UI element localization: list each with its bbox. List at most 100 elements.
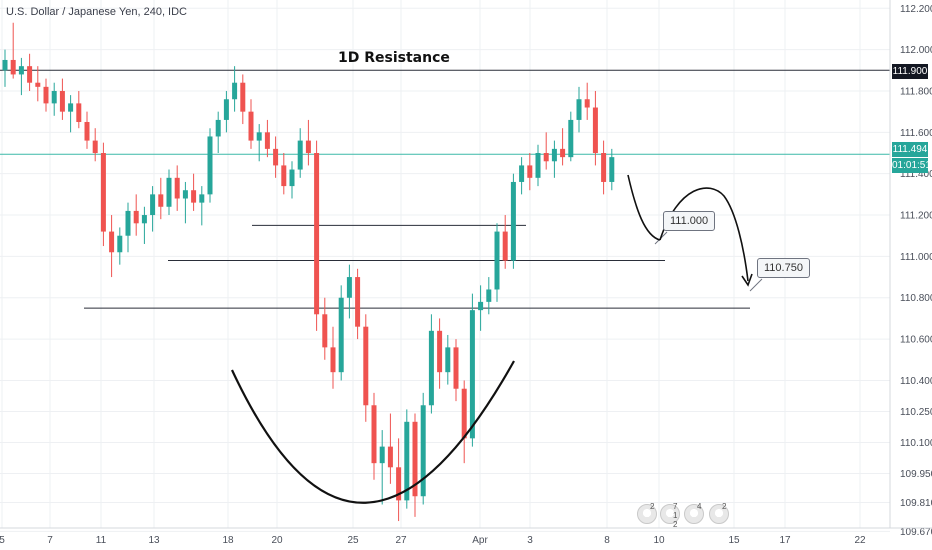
candle [158,177,164,220]
event-flag-icon[interactable]: 2 [709,502,729,524]
candle-body [469,310,475,439]
candle-body [10,59,16,75]
candle-body [592,107,598,154]
candle [584,82,590,120]
candle [240,74,246,125]
event-flag-icon[interactable]: 4 [684,502,704,524]
price-axis[interactable]: 112.200 112.000 111.800 111.600 111.400 111.2… [889,0,932,538]
candle-body [445,347,451,373]
y-tick-label: 110.400 [900,376,932,387]
candle [133,194,139,236]
event-count: 7 1 2 [673,502,678,529]
candle-body [396,467,402,501]
horizontal-levels [0,69,890,309]
candle [355,268,361,340]
candle-body [232,82,238,100]
x-tick-label: 18 [222,535,234,546]
candle [601,140,607,195]
x-tick-label: 20 [271,535,283,546]
projection-down-curve[interactable] [627,174,661,241]
candle [84,111,90,149]
x-tick-label: Apr [472,535,488,546]
candle [469,293,475,447]
candle [174,165,180,211]
candle [76,90,82,129]
candle-body [527,165,533,178]
candle-body [240,82,246,112]
target-callout-2[interactable]: 110.750 [757,258,810,278]
candle [338,285,344,381]
candle [2,49,8,87]
y-tick-label: 111.400 [900,169,932,180]
candle-body [502,231,508,261]
candle-body [18,66,24,75]
candle-body [560,148,566,158]
candle-body [256,132,262,141]
symbol-title: U.S. Dollar / Japanese Yen, 240, IDC [6,6,187,18]
candle [396,438,402,522]
candle [609,148,615,191]
candle [199,186,205,226]
candle [289,161,295,199]
projection-arrowhead [741,273,753,287]
candle [51,82,57,116]
candle [543,132,549,170]
candle-body [494,231,500,290]
event-count: 2 [650,502,655,511]
candle-body [379,446,385,464]
candle [109,215,115,278]
candle-body [453,347,459,389]
candle [527,153,533,191]
candle [35,66,41,102]
event-flag-icon[interactable]: 7 1 2 [660,502,680,529]
candle-body [68,103,74,112]
x-tick-label: 17 [779,535,791,546]
candle [346,264,352,319]
candle-body [551,148,557,162]
candle-body [133,210,139,224]
x-tick-label: 22 [854,535,866,546]
candle [166,169,172,216]
candle-body [125,210,131,236]
event-flag-icon[interactable]: 2 [637,502,657,524]
candle-series [2,22,615,522]
candle [27,53,33,91]
projection-arc[interactable] [659,187,749,282]
x-tick-label: 3 [527,535,533,546]
candle [568,111,574,162]
candle [437,318,443,389]
candle [43,78,49,112]
candle [502,215,508,269]
callout-pointer [749,278,763,292]
x-tick-label: 5 [0,535,5,546]
y-tick-label: 109.810 [900,498,932,509]
candle [141,206,147,244]
chart-annotations [231,174,753,504]
candle-body [174,177,180,199]
candle-body [207,136,213,195]
rounding-bottom-arc[interactable] [231,360,515,504]
candle-body [478,301,484,311]
y-tick-label: 111.200 [900,211,932,222]
candle-body [510,181,516,261]
candle-body [404,421,410,501]
target-callout-1[interactable]: 111.000 [663,211,716,231]
candle-body [92,140,98,154]
candle [453,339,459,402]
candle-body [330,347,336,373]
time-axis[interactable]: 5 7 11 13 18 20 25 27 Apr 3 8 10 15 17 22 [0,527,932,546]
x-tick-label: 13 [148,535,160,546]
resistance-annotation[interactable]: 1D Resistance [338,50,450,66]
candle-body [289,169,295,187]
candle-body [199,194,205,203]
last-price-tag: 111.494 [892,142,928,157]
candle-body [43,86,49,104]
candle-body [150,194,156,216]
candle [256,124,262,162]
x-tick-label: 11 [96,535,107,546]
candle [420,392,426,505]
x-tick-label: 15 [728,535,740,546]
candle-body [363,326,369,406]
candle [191,173,197,211]
